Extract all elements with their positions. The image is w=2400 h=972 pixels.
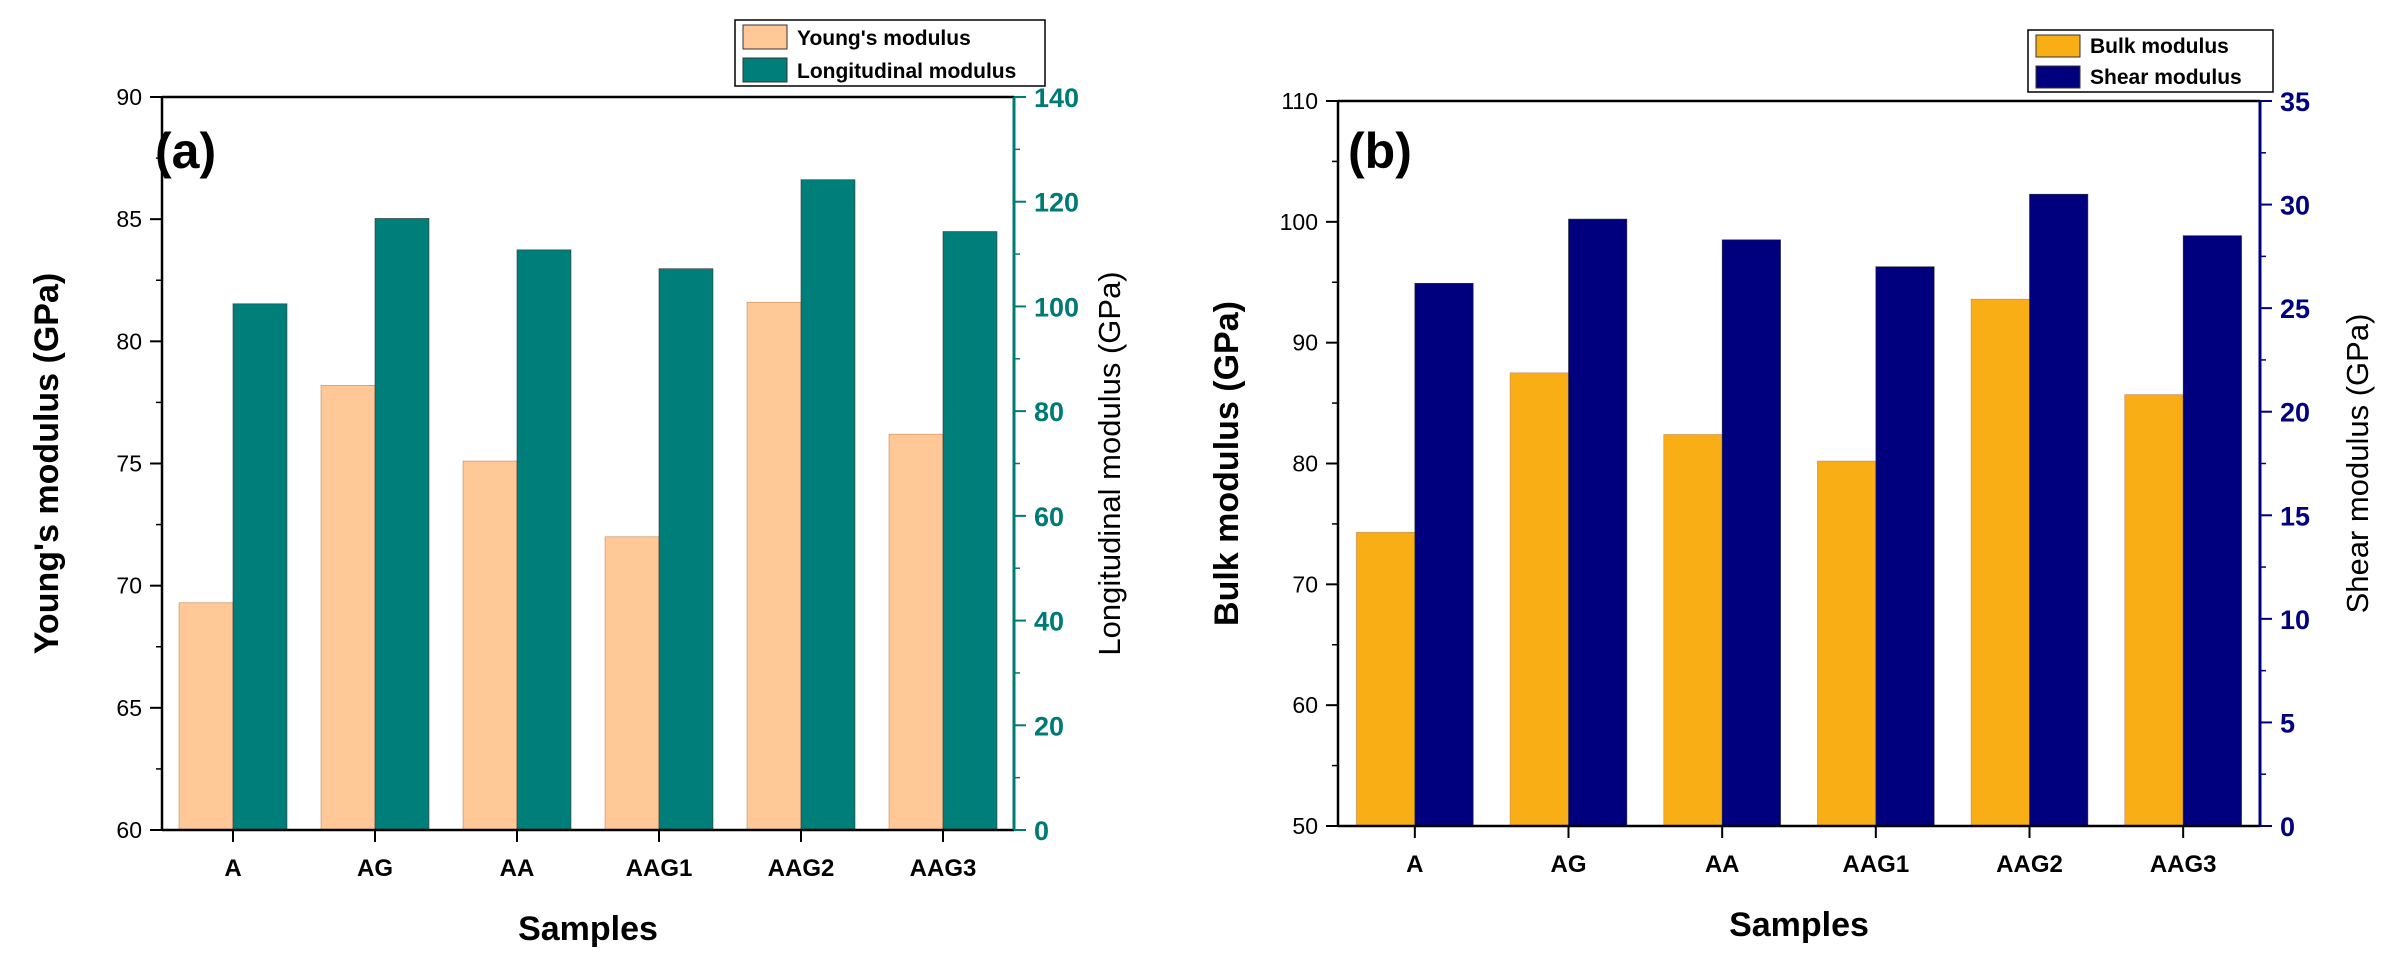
bar-young-s-modulus-aag1 bbox=[604, 536, 660, 831]
right-y-axis-title: Longitudinal modulus (GPa) bbox=[1092, 271, 1127, 655]
bar-shear-modulus-aag3 bbox=[2182, 235, 2242, 827]
right-y-axis-title: Shear modulus (GPa) bbox=[2340, 314, 2375, 614]
legend: Young's modulus Longitudinal modulus bbox=[734, 19, 1046, 87]
right-tick-label: 120 bbox=[1034, 188, 1079, 218]
left-y-axis-title: Bulk modulus (GPa) bbox=[1208, 301, 1246, 626]
x-tick-label-aa: AA bbox=[500, 855, 535, 882]
bar-young-s-modulus-ag bbox=[320, 385, 376, 831]
right-tick-label: 25 bbox=[2280, 294, 2310, 324]
right-tick-label: 20 bbox=[1034, 711, 1064, 741]
legend-swatch bbox=[2035, 34, 2081, 58]
right-tick-label: 60 bbox=[1034, 502, 1064, 532]
x-axis-title: Samples bbox=[1729, 906, 1869, 944]
bar-bulk-modulus-aa bbox=[1663, 434, 1723, 827]
x-tick-label-a: A bbox=[1406, 851, 1423, 878]
left-tick-label: 70 bbox=[116, 573, 142, 599]
bar-bulk-modulus-aag2 bbox=[1970, 298, 2030, 827]
x-tick-label-aag1: AAG1 bbox=[1842, 851, 1909, 878]
bar-longitudinal-modulus-aag1 bbox=[658, 268, 714, 831]
x-tick-label-ag: AG bbox=[1551, 851, 1587, 878]
bar-young-s-modulus-aag3 bbox=[888, 433, 944, 831]
x-tick-label-aag2: AAG2 bbox=[1996, 851, 2063, 878]
bar-bulk-modulus-ag bbox=[1509, 372, 1569, 827]
right-tick-label: 30 bbox=[2280, 191, 2310, 221]
left-y-axis-title: Young's modulus (GPa) bbox=[28, 273, 66, 654]
right-tick-label: 100 bbox=[1034, 292, 1079, 322]
bar-shear-modulus-aa bbox=[1721, 239, 1781, 827]
right-tick-label: 40 bbox=[1034, 607, 1064, 637]
right-tick-label: 20 bbox=[2280, 398, 2310, 428]
bar-bulk-modulus-aag3 bbox=[2124, 394, 2184, 827]
legend-entry: Young's modulus bbox=[797, 27, 971, 50]
panel-label: (b) bbox=[1348, 123, 1412, 179]
bar-longitudinal-modulus-a bbox=[232, 303, 288, 831]
x-tick-label-ag: AG bbox=[357, 855, 393, 882]
x-tick-label-aag1: AAG1 bbox=[626, 855, 693, 882]
chart-panel-b: 50 60 70 80 90 100 110 0 5 10 15 20 25 30 35 A AG AA AAG1 A… bbox=[1208, 29, 2375, 944]
legend-swatch bbox=[2035, 65, 2081, 89]
left-tick-label: 110 bbox=[1281, 88, 1318, 114]
left-tick-label: 90 bbox=[116, 84, 142, 110]
chart-panel-a: 60 65 70 75 80 85 90 0 20 40 60 80 100 120 140 A AG AA AAG… bbox=[28, 19, 1127, 948]
right-tick-label: 35 bbox=[2280, 87, 2310, 117]
right-tick-label: 15 bbox=[2280, 501, 2310, 531]
bar-bulk-modulus-a bbox=[1356, 532, 1416, 827]
right-tick-label: 80 bbox=[1034, 397, 1064, 427]
x-axis-title: Samples bbox=[518, 910, 658, 948]
x-tick-label-aa: AA bbox=[1705, 851, 1740, 878]
left-tick-label: 65 bbox=[116, 695, 142, 721]
bar-young-s-modulus-a bbox=[178, 602, 234, 831]
legend-entry: Shear modulus bbox=[2090, 66, 2242, 89]
bar-shear-modulus-a bbox=[1414, 282, 1474, 827]
legend-entry: Longitudinal modulus bbox=[797, 60, 1016, 83]
right-tick-label: 5 bbox=[2280, 708, 2295, 738]
bar-young-s-modulus-aag2 bbox=[746, 301, 802, 831]
legend-swatch bbox=[742, 24, 788, 50]
left-tick-label: 100 bbox=[1280, 209, 1318, 235]
left-tick-label: 75 bbox=[116, 451, 142, 477]
bar-shear-modulus-aag2 bbox=[2029, 193, 2089, 827]
bar-longitudinal-modulus-aa bbox=[516, 249, 572, 831]
bar-shear-modulus-ag bbox=[1568, 218, 1628, 827]
bar-bulk-modulus-aag1 bbox=[1817, 460, 1877, 827]
bar-longitudinal-modulus-aag3 bbox=[942, 231, 998, 831]
left-tick-label: 90 bbox=[1292, 330, 1318, 356]
x-tick-label-a: A bbox=[224, 855, 241, 882]
left-tick-label: 60 bbox=[1292, 692, 1318, 718]
legend: Bulk modulus Shear modulus bbox=[2027, 29, 2274, 93]
left-tick-label: 70 bbox=[1292, 571, 1318, 597]
bar-longitudinal-modulus-aag2 bbox=[800, 179, 856, 831]
left-tick-label: 80 bbox=[1292, 451, 1318, 477]
legend-swatch bbox=[742, 57, 788, 83]
x-tick-label-aag3: AAG3 bbox=[2150, 851, 2217, 878]
left-tick-label: 60 bbox=[116, 817, 142, 843]
bar-young-s-modulus-aa bbox=[462, 460, 518, 831]
left-tick-label: 50 bbox=[1292, 813, 1318, 839]
bar-shear-modulus-aag1 bbox=[1875, 266, 1935, 827]
right-tick-label: 0 bbox=[1034, 816, 1049, 846]
left-tick-label: 80 bbox=[116, 328, 142, 354]
bar-longitudinal-modulus-ag bbox=[374, 218, 430, 831]
right-tick-label: 140 bbox=[1034, 83, 1079, 113]
legend-entry: Bulk modulus bbox=[2090, 35, 2229, 58]
x-tick-label-aag3: AAG3 bbox=[910, 855, 977, 882]
left-tick-label: 85 bbox=[116, 206, 142, 232]
x-tick-label-aag2: AAG2 bbox=[768, 855, 835, 882]
right-tick-label: 0 bbox=[2280, 812, 2295, 842]
panel-label: (a) bbox=[155, 123, 216, 179]
right-tick-label: 10 bbox=[2280, 605, 2310, 635]
